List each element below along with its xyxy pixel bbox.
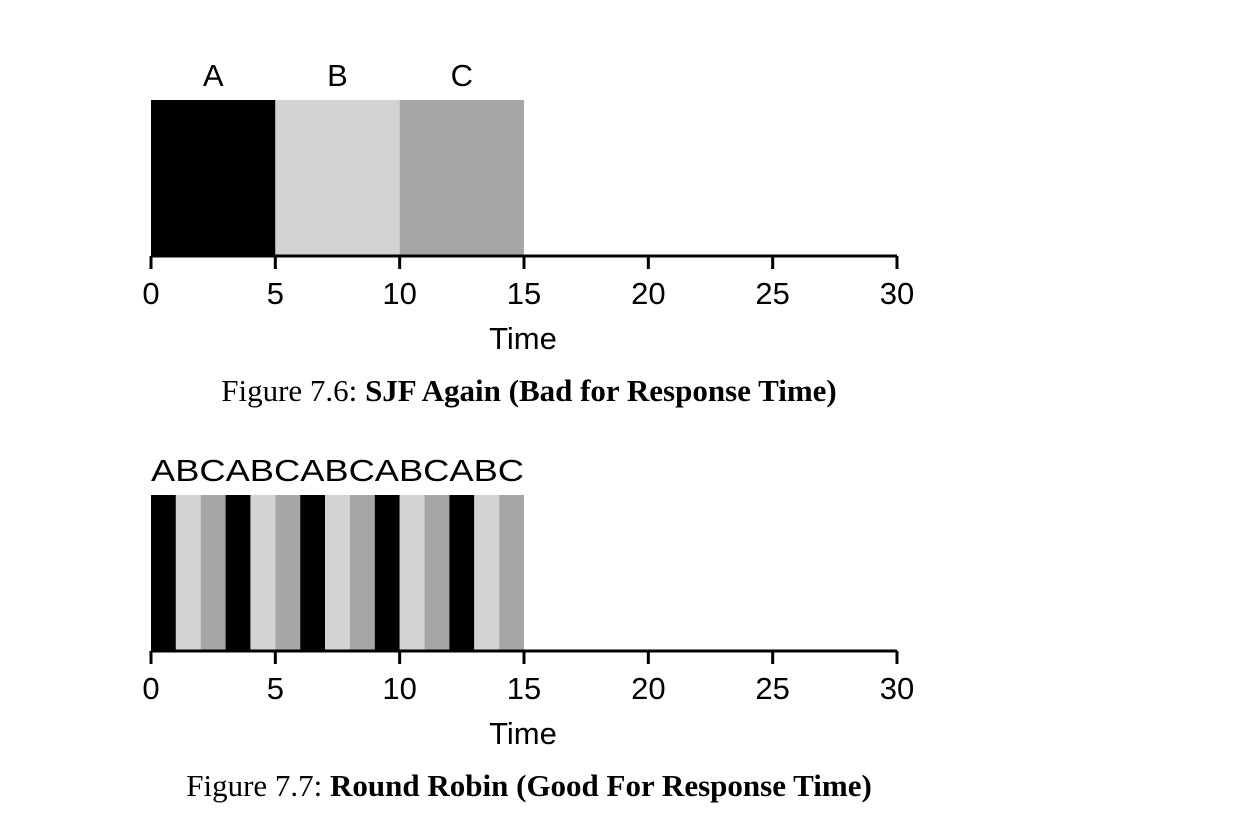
segment-c-14: [499, 495, 524, 651]
segment-a-12: [449, 495, 474, 651]
segment-label-a: A: [203, 58, 224, 93]
schedule-segments: [151, 495, 524, 651]
tick-label-30: 30: [880, 671, 914, 706]
segment-b-1: [275, 100, 399, 256]
tick-label-15: 15: [507, 671, 541, 706]
x-axis-label: Time: [489, 716, 557, 751]
tick-label-15: 15: [507, 276, 541, 311]
segment-a-3: [226, 495, 251, 651]
segment-b-10: [400, 495, 425, 651]
x-axis-label: Time: [489, 321, 557, 356]
caption-prefix: Figure 7.6:: [221, 373, 365, 408]
segment-labels: ABCABCABCABCABC: [151, 453, 524, 488]
segment-b-1: [176, 495, 201, 651]
tick-label-25: 25: [755, 671, 789, 706]
segment-b-13: [474, 495, 499, 651]
figure-caption: Figure 7.7: Round Robin (Good For Respon…: [186, 768, 872, 803]
schedule-segments: [151, 100, 524, 256]
tick-label-20: 20: [631, 276, 665, 311]
tick-label-20: 20: [631, 671, 665, 706]
tick-label-5: 5: [267, 671, 284, 706]
caption-title: SJF Again (Bad for Response Time): [365, 373, 837, 408]
tick-label-10: 10: [382, 276, 416, 311]
tick-label-0: 0: [142, 276, 159, 311]
figure-caption: Figure 7.6: SJF Again (Bad for Response …: [221, 373, 836, 408]
tick-label-0: 0: [142, 671, 159, 706]
segment-a-0: [151, 495, 176, 651]
segment-a-9: [375, 495, 400, 651]
segment-labels: A B C: [203, 58, 473, 93]
segment-c-8: [350, 495, 375, 651]
segment-c-2: [201, 495, 226, 651]
tick-label-30: 30: [880, 276, 914, 311]
caption-prefix: Figure 7.7:: [186, 768, 330, 803]
segment-b-4: [250, 495, 275, 651]
segment-label-b: B: [327, 58, 348, 93]
segment-label-c: C: [451, 58, 473, 93]
time-axis: 0 5 10 15 20 25 30: [142, 651, 914, 706]
segment-c-11: [425, 495, 450, 651]
sequence-label: ABCABCABCABCABC: [151, 453, 524, 488]
tick-label-25: 25: [755, 276, 789, 311]
tick-label-5: 5: [267, 276, 284, 311]
tick-label-10: 10: [382, 671, 416, 706]
segment-b-7: [325, 495, 350, 651]
caption-title: Round Robin (Good For Response Time): [330, 768, 872, 803]
time-axis: 0 5 10 15 20 25 30: [142, 256, 914, 311]
segment-a-0: [151, 100, 275, 256]
segment-c-5: [275, 495, 300, 651]
chart-sjf: A B C 0 5 10 15 20 25 30 Time Figure 7.6: SJF Ag…: [142, 58, 914, 408]
segment-a-6: [300, 495, 325, 651]
segment-c-2: [400, 100, 524, 256]
chart-round-robin: ABCABCABCABCABC 0 5 10 15 20 25 30 Time Figure…: [142, 453, 914, 803]
